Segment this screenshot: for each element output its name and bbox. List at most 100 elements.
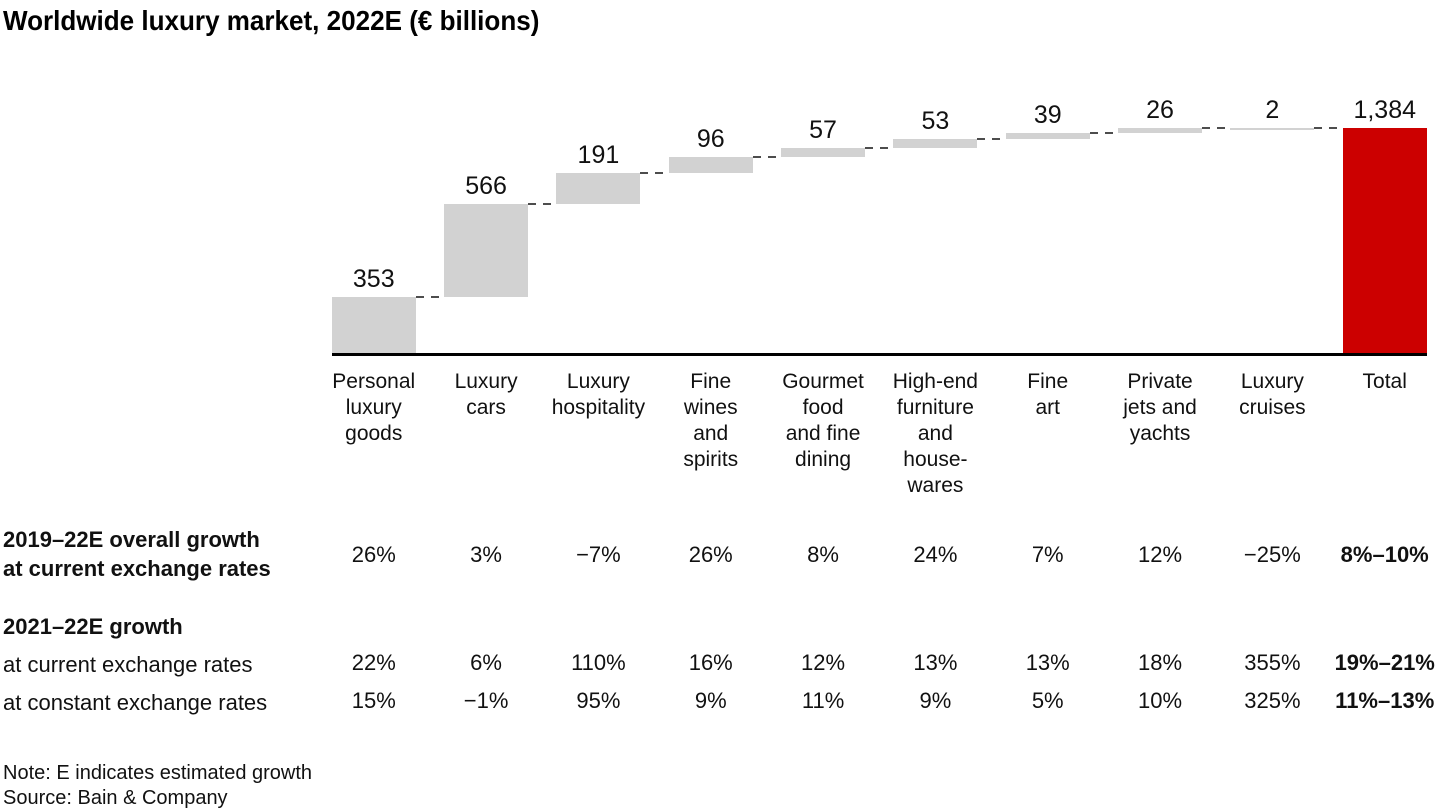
growth-value: 15% <box>351 688 396 713</box>
category-label-line: cruises <box>1239 396 1306 419</box>
source-text: Source: Bain & Company <box>3 787 228 809</box>
growth-row-label-line: 2021–22E growth <box>3 614 183 639</box>
section-heading: 2021–22E growth <box>3 612 329 641</box>
category-label-line: dining <box>795 448 852 471</box>
growth-row-label: at current exchange rates <box>3 650 329 679</box>
growth-value: 355% <box>1244 650 1301 675</box>
category-label: Private jets and yachts <box>1104 369 1216 447</box>
category-label-line: food <box>802 396 844 419</box>
waterfall-segment-bar <box>893 139 978 148</box>
growth-row-label-line: at current exchange rates <box>3 556 271 581</box>
growth-value: 26% <box>351 542 396 567</box>
category-label-line: goods <box>345 422 403 445</box>
category-label-line: and <box>693 422 729 445</box>
category-label-line: jets and <box>1123 396 1197 419</box>
connector-line <box>640 171 669 174</box>
waterfall-segment-bar <box>1118 128 1203 133</box>
growth-value: 13% <box>913 650 958 675</box>
growth-row-label-line: 2019–22E overall growth <box>3 527 260 552</box>
bar-value-label: 39 <box>1033 100 1062 129</box>
waterfall-segment-bar <box>1230 128 1315 131</box>
connector-line <box>1089 131 1119 134</box>
growth-value: 12% <box>1138 542 1183 567</box>
category-label-line: hospitality <box>551 396 646 419</box>
category-label-line: Fine <box>1027 370 1069 393</box>
chart-title: Worldwide luxury market, 2022E (€ billio… <box>3 5 540 36</box>
connector-line <box>528 203 557 206</box>
category-label-line: furniture <box>896 396 974 419</box>
category-label-line: Gourmet <box>782 370 864 393</box>
category-label-line: High-end <box>892 370 978 393</box>
note-text: Note: E indicates estimated growth <box>3 762 313 784</box>
bar-value-label: 191 <box>577 140 620 169</box>
category-label: Total <box>1329 369 1440 395</box>
bar-value-label: 26 <box>1146 96 1174 125</box>
growth-value: 18% <box>1138 650 1183 675</box>
category-label-line: cars <box>466 396 506 419</box>
growth-value: 8% <box>807 542 839 567</box>
category-label-line: Luxury <box>1240 370 1304 393</box>
growth-value: 26% <box>688 542 733 567</box>
connector-line <box>977 138 1006 141</box>
growth-value: 325% <box>1244 688 1301 713</box>
growth-value: 6% <box>470 650 502 675</box>
bar-value-label: 353 <box>352 265 395 294</box>
growth-value: −1% <box>463 688 509 713</box>
growth-row-label: 2019–22E overall growth at current exchan… <box>3 525 329 583</box>
connector-line <box>1314 127 1343 130</box>
growth-total-value: 11%–13% <box>1335 688 1435 713</box>
category-label: Fine wines and spirits <box>655 369 767 473</box>
category-label: Fine art <box>992 369 1104 421</box>
growth-value: 5% <box>1031 688 1064 713</box>
waterfall-segment-bar <box>444 204 529 298</box>
category-label-line: Total <box>1362 370 1407 393</box>
category-label: Gourmet food and fine dining <box>767 369 879 473</box>
waterfall-segment-bar <box>556 172 641 205</box>
growth-row-label-line: at constant exchange rates <box>3 690 268 715</box>
bar-value-label: 53 <box>921 107 950 136</box>
growth-value: 9% <box>694 688 727 713</box>
growth-value: 10% <box>1138 688 1183 713</box>
category-label-line: spirits <box>683 448 739 471</box>
growth-value: 110% <box>571 650 626 675</box>
bar-value-label: 566 <box>465 172 507 201</box>
category-label-line: wines <box>683 396 738 419</box>
category-label-line: luxury <box>345 396 402 419</box>
total-value-label: 1,384 <box>1353 96 1416 124</box>
category-label-line: Luxury <box>566 370 630 393</box>
category-label-line: house- <box>903 448 968 471</box>
category-label-line: and <box>917 422 953 445</box>
waterfall-segment-bar <box>1005 132 1090 140</box>
category-label-line: art <box>1035 396 1060 419</box>
growth-row-label: at constant exchange rates <box>3 688 329 717</box>
growth-row-label-line: at current exchange rates <box>3 652 253 677</box>
growth-value: 7% <box>1031 542 1064 567</box>
waterfall-segment-bar <box>781 147 866 158</box>
category-label-line: yachts <box>1129 422 1191 445</box>
growth-value: 95% <box>576 688 621 713</box>
category-label-line: wares <box>907 474 964 497</box>
growth-value: 12% <box>801 650 846 675</box>
connector-line <box>415 296 445 299</box>
category-label: Personal luxury goods <box>318 369 430 447</box>
total-bar <box>1342 128 1427 355</box>
bar-value-label: 57 <box>809 115 837 144</box>
growth-value: −25% <box>1243 542 1301 567</box>
growth-value: 22% <box>351 650 396 675</box>
category-label-line: and fine <box>785 422 861 445</box>
connector-line <box>752 156 782 159</box>
category-label: Luxury cars <box>430 369 542 421</box>
growth-value: −7% <box>576 542 621 567</box>
category-label: Luxury hospitality <box>542 369 654 421</box>
growth-value: 11% <box>801 688 845 713</box>
growth-total-value: 8%–10% <box>1340 542 1429 567</box>
growth-total-value: 19%–21% <box>1334 650 1435 675</box>
category-label-line: Fine <box>690 370 732 393</box>
growth-value: 9% <box>919 688 952 713</box>
x-axis-line <box>331 353 1427 356</box>
connector-line <box>865 146 894 149</box>
bar-value-label: 96 <box>696 125 725 154</box>
